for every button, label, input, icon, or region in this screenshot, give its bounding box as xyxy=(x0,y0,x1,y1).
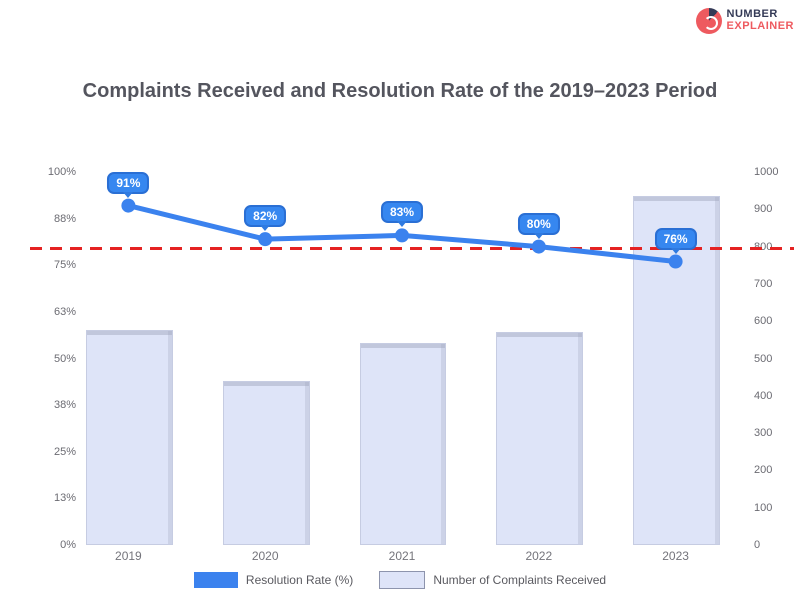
bar-2019 xyxy=(85,330,173,545)
brand-logo: NUMBER EXPLAINER xyxy=(695,8,794,34)
x-axis-label-2023: 2023 xyxy=(662,549,689,563)
legend-label-line-series: Resolution Rate (%) xyxy=(245,573,354,587)
y-axis-tick-label-right: 100 xyxy=(754,501,773,514)
y-axis-tick-label-right: 200 xyxy=(754,464,773,477)
chart-title: Complaints Received and Resolution Rate … xyxy=(82,80,718,102)
y-axis-left-percent: 100% 88% 75% 63% 50% 38% 25% 13% 0% xyxy=(4,166,76,551)
plot-area: 91% 82% 83% 80% 76% xyxy=(30,171,794,545)
brand-logo-text: NUMBER EXPLAINER xyxy=(727,9,794,32)
bar-2022 xyxy=(496,332,584,545)
x-axis-label-2021: 2021 xyxy=(388,549,416,563)
y-axis-tick-label-left: 50% xyxy=(53,352,76,365)
y-axis-tick-label-right: 700 xyxy=(754,277,773,290)
y-axis-tick-label-right: 400 xyxy=(754,389,773,402)
pie-chart-logo-icon xyxy=(695,8,722,34)
legend-swatch-line-series xyxy=(193,572,238,588)
data-label-badge-2022: 80% xyxy=(517,212,560,235)
y-axis-tick-label-left: 100% xyxy=(47,166,76,178)
y-axis-tick-label-right: 1000 xyxy=(754,166,779,178)
y-axis-tick-label-left: 25% xyxy=(53,445,76,458)
data-label-badge-2023: 76% xyxy=(654,227,697,250)
y-axis-tick-label-left: 88% xyxy=(53,212,76,225)
brand-name-line1: NUMBER xyxy=(726,8,778,21)
target-dashed-line xyxy=(30,246,794,250)
y-axis-tick-label-right: 0 xyxy=(754,539,761,551)
y-axis-tick-label-right: 600 xyxy=(754,315,773,328)
x-axis-label-2020: 2020 xyxy=(251,549,279,563)
x-axis-label-2019: 2019 xyxy=(115,549,142,563)
y-axis-tick-label-right: 300 xyxy=(754,427,773,440)
y-axis-tick-label-right: 500 xyxy=(754,352,773,365)
y-axis-tick-label-left: 13% xyxy=(53,492,76,505)
legend-item-resolution-rate: Resolution Rate (%) xyxy=(193,572,354,588)
y-axis-tick-label-left: 38% xyxy=(53,399,76,412)
y-axis-tick-label-left: 0% xyxy=(60,539,76,551)
y-axis-tick-label-left: 75% xyxy=(53,259,76,272)
y-axis-tick-label-left: 63% xyxy=(53,305,76,318)
x-axis-label-2022: 2022 xyxy=(525,549,553,563)
y-axis-tick-label-right: 900 xyxy=(754,203,773,216)
x-axis-years: 2019 2020 2021 2022 2023 xyxy=(60,549,744,565)
data-label-badge-2020: 82% xyxy=(244,205,287,228)
legend: Resolution Rate (%) Number of Complaints… xyxy=(0,568,800,592)
bar-2020 xyxy=(222,380,310,545)
y-axis-right-count: 10009008007006005004003002001000 xyxy=(754,166,796,551)
bar-2021 xyxy=(359,343,447,545)
legend-label-bar-series: Number of Complaints Received xyxy=(433,573,607,587)
legend-swatch-bar-series xyxy=(379,571,426,589)
brand-name-line2: EXPLAINER xyxy=(726,20,794,32)
legend-item-complaints-count: Number of Complaints Received xyxy=(379,571,606,589)
data-label-badge-2021: 83% xyxy=(380,201,424,224)
data-label-badge-2019: 91% xyxy=(107,171,150,194)
